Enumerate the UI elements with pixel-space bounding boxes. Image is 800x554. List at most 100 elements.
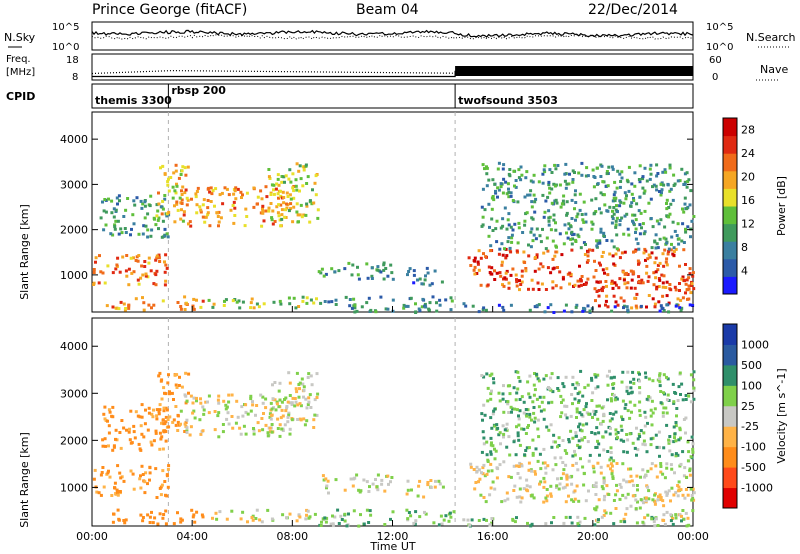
heatmap-cell bbox=[579, 277, 583, 281]
heatmap-cell bbox=[541, 461, 545, 465]
heatmap-cell bbox=[508, 392, 512, 396]
heatmap-cell bbox=[605, 239, 609, 242]
heatmap-cell bbox=[671, 517, 674, 520]
heatmap-cell bbox=[671, 220, 675, 224]
heatmap-cell bbox=[245, 215, 249, 218]
heatmap-cell bbox=[482, 252, 485, 256]
heatmap-cell bbox=[525, 414, 529, 418]
heatmap-cell bbox=[667, 215, 671, 219]
heatmap-cell bbox=[643, 443, 647, 447]
heatmap-cell bbox=[614, 493, 618, 497]
heatmap-cell bbox=[229, 208, 233, 212]
heatmap-cell bbox=[523, 219, 527, 223]
heatmap-cell bbox=[192, 513, 196, 517]
heatmap-cell bbox=[158, 408, 162, 412]
heatmap-cell bbox=[179, 217, 183, 221]
heatmap-cell bbox=[130, 227, 133, 231]
y-tick-label: 3000 bbox=[60, 178, 88, 191]
heatmap-cell bbox=[518, 487, 522, 491]
heatmap-cell bbox=[241, 193, 244, 197]
heatmap-cell bbox=[113, 481, 117, 485]
heatmap-cell bbox=[661, 499, 665, 503]
heatmap-cell bbox=[530, 522, 534, 526]
heatmap-cell bbox=[289, 207, 293, 211]
heatmap-cell bbox=[196, 186, 200, 190]
heatmap-cell bbox=[583, 309, 587, 313]
heatmap-cell bbox=[268, 177, 272, 180]
heatmap-cell bbox=[604, 303, 607, 307]
heatmap-cell bbox=[177, 384, 181, 387]
heatmap-cell bbox=[147, 406, 151, 410]
heatmap-cell bbox=[688, 267, 692, 271]
heatmap-cell bbox=[672, 493, 676, 497]
heatmap-cell bbox=[557, 389, 561, 392]
heatmap-cell bbox=[618, 223, 622, 227]
heatmap-cell bbox=[522, 250, 526, 254]
heatmap-cell bbox=[241, 510, 245, 514]
heatmap-cell bbox=[168, 415, 172, 419]
heatmap-cell bbox=[491, 444, 495, 448]
heatmap-cell bbox=[127, 267, 131, 271]
heatmap-cell bbox=[278, 299, 282, 303]
heatmap-cell bbox=[146, 228, 150, 232]
heatmap-cell bbox=[476, 260, 480, 264]
heatmap-cell bbox=[166, 183, 170, 187]
heatmap-cell bbox=[410, 488, 413, 492]
heatmap-cell bbox=[507, 187, 510, 191]
heatmap-cell bbox=[356, 273, 360, 277]
heatmap-cell bbox=[642, 439, 646, 443]
heatmap-cell bbox=[600, 515, 604, 519]
heatmap-cell bbox=[123, 521, 127, 525]
heatmap-cell bbox=[531, 287, 535, 291]
heatmap-cell bbox=[230, 393, 234, 397]
heatmap-cell bbox=[154, 273, 158, 277]
heatmap-cell bbox=[561, 398, 565, 402]
heatmap-cell bbox=[592, 185, 596, 189]
heatmap-cell bbox=[499, 226, 503, 230]
heatmap-cell bbox=[475, 465, 479, 469]
heatmap-cell bbox=[543, 461, 547, 465]
heatmap-cell bbox=[271, 397, 275, 401]
heatmap-cell bbox=[594, 485, 598, 489]
heatmap-cell bbox=[113, 223, 117, 227]
heatmap-cell bbox=[629, 269, 633, 273]
heatmap-cell bbox=[271, 222, 275, 226]
heatmap-cell bbox=[650, 246, 654, 250]
heatmap-cell bbox=[501, 217, 505, 221]
heatmap-cell bbox=[576, 443, 580, 447]
heatmap-cell bbox=[141, 473, 145, 476]
heatmap-cell bbox=[144, 471, 148, 475]
heatmap-cell bbox=[616, 210, 619, 214]
heatmap-cell bbox=[269, 202, 273, 205]
heatmap-cell bbox=[359, 513, 362, 517]
heatmap-cell bbox=[514, 453, 518, 457]
heatmap-cell bbox=[291, 172, 295, 176]
heatmap-cell bbox=[182, 213, 186, 217]
heatmap-cell bbox=[347, 261, 351, 265]
heatmap-cell bbox=[599, 191, 603, 195]
heatmap-cell bbox=[498, 431, 502, 435]
heatmap-cell bbox=[542, 447, 546, 451]
heatmap-cell bbox=[567, 438, 571, 441]
heatmap-cell bbox=[558, 482, 562, 486]
heatmap-cell bbox=[578, 192, 582, 196]
heatmap-cell bbox=[680, 514, 683, 518]
heatmap-cell bbox=[272, 192, 276, 196]
heatmap-cell bbox=[574, 434, 578, 438]
heatmap-cell bbox=[111, 305, 115, 309]
heatmap-cell bbox=[549, 271, 553, 275]
heatmap-cell bbox=[665, 466, 669, 470]
heatmap-cell bbox=[143, 260, 147, 263]
heatmap-cell bbox=[246, 412, 250, 416]
heatmap-cell bbox=[128, 438, 132, 442]
heatmap-cell bbox=[509, 405, 513, 409]
heatmap-cell bbox=[166, 180, 170, 184]
heatmap-cell bbox=[221, 202, 225, 206]
heatmap-cell bbox=[518, 476, 522, 480]
heatmap-cell bbox=[637, 209, 641, 213]
heatmap-cell bbox=[672, 401, 676, 405]
heatmap-cell bbox=[632, 199, 636, 202]
heatmap-cell bbox=[641, 281, 645, 285]
heatmap-cell bbox=[519, 165, 523, 169]
heatmap-cell bbox=[267, 206, 271, 210]
